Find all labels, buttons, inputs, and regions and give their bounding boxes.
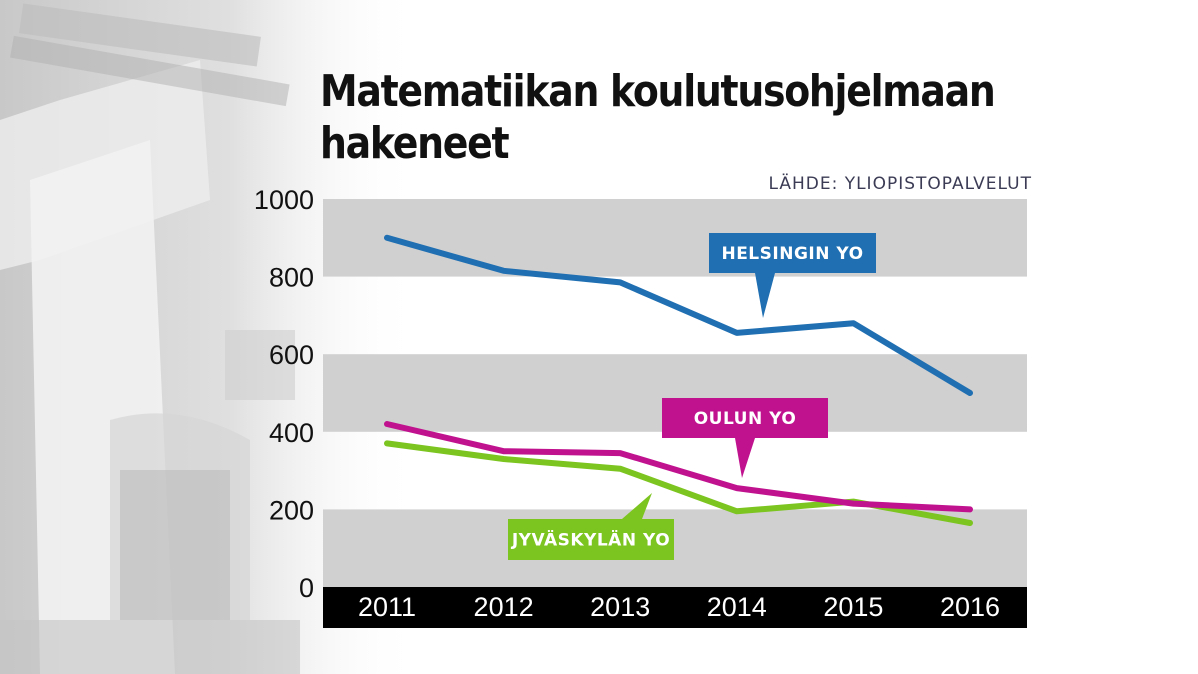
callout-pointer-helsingin-yo: [755, 273, 775, 318]
x-tick-label-2012: 2012: [474, 592, 534, 622]
grid-band-800-1000: [323, 199, 1027, 277]
callout-pointer-oulun-yo: [735, 438, 755, 478]
series-line-oulun-yo: [384, 421, 973, 513]
grid-band-0-200: [323, 509, 1027, 587]
grid-bands: [323, 199, 1027, 587]
callout-box-jyv-skyl-n-yo: [508, 519, 674, 560]
y-tick-label-0: 0: [299, 573, 314, 603]
x-tick-label-2014: 2014: [707, 592, 767, 622]
y-tick-label-400: 400: [269, 418, 314, 448]
callout-pointer-jyv-skyl-n-yo: [622, 493, 652, 519]
x-tick-label-2016: 2016: [940, 592, 1000, 622]
y-tick-label-600: 600: [269, 340, 314, 370]
y-tick-label-200: 200: [269, 495, 314, 525]
x-tick-label-2015: 2015: [823, 592, 883, 622]
callout-box-helsingin-yo: [709, 233, 876, 273]
y-tick-label-800: 800: [269, 263, 314, 293]
series-line-helsingin-yo: [384, 234, 973, 396]
x-tick-label-2011: 2011: [358, 592, 416, 622]
x-tick-label-2013: 2013: [590, 592, 650, 622]
x-axis-bar: [323, 587, 1027, 628]
callout-label-oulun-yo: OULUN YO: [694, 409, 797, 429]
series-lines: [384, 234, 973, 526]
x-axis-ticks: 2011 2012 2013 2014 2015 2016: [358, 592, 1000, 622]
callout-box-oulun-yo: [662, 398, 828, 438]
series-callouts: HELSINGIN YO OULUN YO JYVÄSKYLÄN YO: [508, 233, 876, 560]
y-axis-ticks: 0 200 400 600 800 1000: [254, 185, 314, 603]
callout-label-jyv-skyl-n-yo: JYVÄSKYLÄN YO: [511, 529, 670, 551]
y-tick-label-1000: 1000: [254, 185, 314, 215]
source-label: LÄHDE: YLIOPISTOPALVELUT: [768, 174, 1032, 194]
chart-title-line-1: Matematiikan koulutusohjelmaan: [320, 66, 996, 117]
callout-label-helsingin-yo: HELSINGIN YO: [721, 244, 863, 264]
chart-title-line-2: hakeneet: [320, 118, 510, 169]
